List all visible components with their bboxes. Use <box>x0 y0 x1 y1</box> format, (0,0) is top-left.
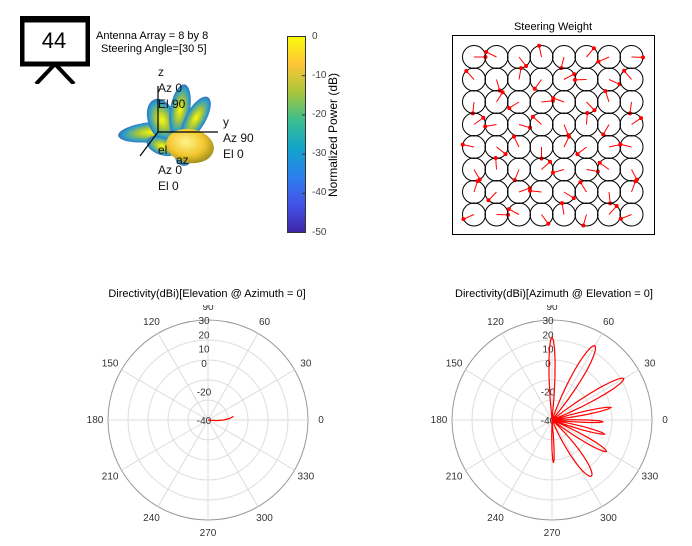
angle-tick-label: 0 <box>662 415 668 426</box>
angle-tick-label: 120 <box>143 317 160 328</box>
angle-tick-label: 0 <box>318 415 324 426</box>
angle-tick-label: 30 <box>300 359 312 370</box>
colorbar-tick-label: -10 <box>312 69 327 81</box>
colorbar-tick-label: -50 <box>312 226 327 238</box>
angle-tick-label: 150 <box>102 359 119 370</box>
steering-title: Steering Weight <box>513 21 593 33</box>
radial-tick-label: 10 <box>198 345 210 356</box>
colorbar-tick-label: -20 <box>312 108 327 120</box>
radial-tick-label: -40 <box>197 416 212 427</box>
radial-tick-label: 20 <box>542 330 554 341</box>
steering-angle-label: Steering Angle=[30 5] <box>101 43 207 55</box>
steering-element <box>618 202 644 227</box>
colorbar-tick-label: 0 <box>312 30 318 42</box>
z-axis-label: z Az 0 El 90 <box>158 65 186 111</box>
steering-weight-plot <box>452 35 655 235</box>
colorbar <box>287 36 306 233</box>
angle-tick-label: 300 <box>600 513 617 524</box>
radial-tick-label: 0 <box>545 359 551 370</box>
angle-tick-label: 120 <box>487 317 504 328</box>
radial-tick-label: 10 <box>542 345 554 356</box>
polar-grid <box>451 319 653 521</box>
angle-tick-label: 60 <box>259 317 271 328</box>
colorbar-label: Normalized Power (dB) <box>326 72 340 198</box>
pattern-series <box>548 335 625 478</box>
angle-tick-label: 150 <box>446 359 463 370</box>
colorbar-tick-label: -40 <box>312 187 327 199</box>
radial-tick-label: 30 <box>542 316 554 327</box>
angle-tick-label: 240 <box>143 513 160 524</box>
y-axis-label: y Az 90 El 0 <box>223 115 254 161</box>
polar-elevation-title: Directivity(dBi)[Elevation @ Azimuth = 0… <box>108 288 306 300</box>
slide-number: 44 <box>41 28 67 53</box>
pattern-3d-plot <box>118 84 218 166</box>
angle-tick-label: 30 <box>644 359 656 370</box>
presentation-icon <box>19 16 91 86</box>
angle-tick-label: 180 <box>431 415 448 426</box>
axis-lines <box>139 86 218 157</box>
radial-tick-label: -20 <box>197 387 212 398</box>
polar-grid <box>107 319 309 521</box>
slide-number-badge: 44 <box>19 14 91 86</box>
angle-tick-label: 180 <box>87 415 104 426</box>
array-size-label: Antenna Array = 8 by 8 <box>96 30 209 42</box>
angle-tick-label: 210 <box>102 472 119 483</box>
angle-tick-label: 330 <box>298 472 315 483</box>
radial-tick-label: 20 <box>198 330 210 341</box>
x-axis-label: el az Az 0 El 0 <box>158 143 189 193</box>
colorbar-tick-label: -30 <box>312 148 327 160</box>
angle-tick-label: 240 <box>487 513 504 524</box>
radial-tick-label: 30 <box>198 316 210 327</box>
angle-tick-label: 60 <box>603 317 615 328</box>
array-info: Antenna Array = 8 by 8 Steering Angle=[3… <box>96 30 208 56</box>
radial-tick-label: -40 <box>541 416 556 427</box>
angle-tick-label: 300 <box>256 513 273 524</box>
radiation-pattern-3d <box>118 84 214 166</box>
radial-tick-label: -20 <box>541 387 556 398</box>
angle-tick-label: 270 <box>200 528 217 539</box>
angle-tick-label: 270 <box>544 528 561 539</box>
radial-tick-label: 0 <box>201 359 207 370</box>
angle-tick-label: 90 <box>546 305 558 313</box>
angle-tick-label: 330 <box>642 472 659 483</box>
angle-tick-label: 90 <box>202 305 214 313</box>
polar-azimuth-title: Directivity(dBi)[Azimuth @ Elevation = 0… <box>455 288 653 300</box>
angle-tick-label: 210 <box>446 472 463 483</box>
